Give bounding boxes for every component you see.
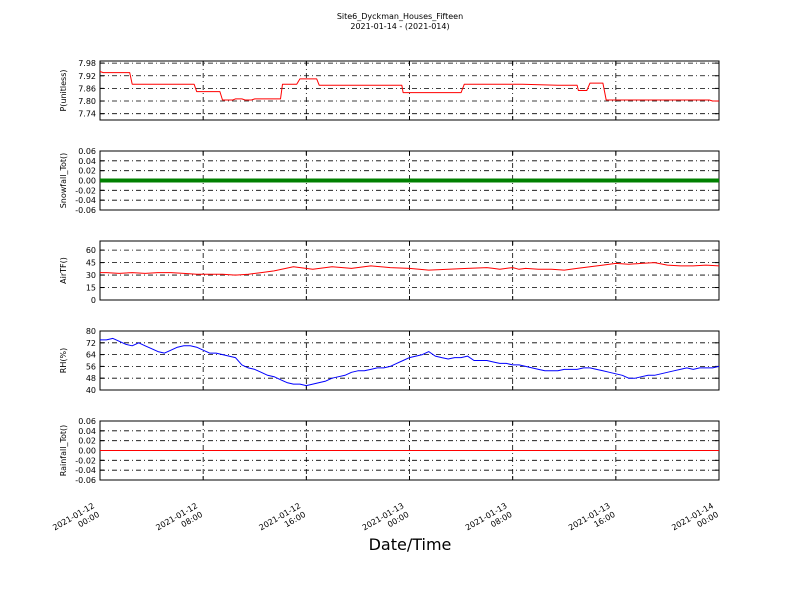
subplot-1: 7.98 7.92 7.86 7.80 7.74 P(unitless) (59, 59, 720, 121)
subplot-4: 80 72 64 56 48 40 RH(%) (59, 327, 720, 395)
y-tick-label: 15 (86, 284, 96, 293)
y-tick-label: 0.00 (78, 177, 96, 186)
x-tick-label: 2021-01-1400:00 (670, 501, 720, 541)
y-tick-label: 48 (86, 374, 96, 383)
series-line (100, 262, 720, 276)
y-axis-label: RH(%) (59, 348, 68, 373)
x-tick-label: 2021-01-1316:00 (567, 501, 617, 541)
x-tick-label: 2021-01-1308:00 (464, 501, 514, 541)
series-line (100, 337, 720, 387)
y-tick-label: 64 (86, 351, 96, 360)
y-tick-label: 7.98 (78, 59, 96, 68)
y-tick-label: 45 (86, 259, 96, 268)
y-tick-label: 0 (91, 296, 96, 305)
subplot-3: 60 45 30 15 0 AirTF() (59, 240, 720, 305)
y-tick-label: 40 (86, 386, 96, 395)
y-tick-label: 72 (86, 339, 96, 348)
chart-title: Site6_Dyckman_Houses_Fifteen (337, 12, 463, 21)
series-line (99, 71, 719, 102)
y-tick-label: 7.80 (78, 97, 96, 106)
y-tick-label: 80 (86, 327, 96, 336)
y-tick-label: 0.02 (78, 437, 96, 446)
y-tick-label: -0.02 (75, 456, 96, 465)
x-axis-label: Date/Time (369, 535, 452, 554)
y-tick-label: -0.04 (75, 196, 96, 205)
y-tick-label: 7.86 (78, 84, 96, 93)
x-tick-label: 2021-01-1216:00 (258, 501, 308, 541)
y-tick-label: 0.06 (78, 417, 96, 426)
y-tick-label: -0.06 (75, 476, 96, 485)
subplot-2: 0.060.040.020.00-0.02-0.04-0.06 Snowfall_… (59, 147, 720, 215)
subplot-5: 0.060.040.020.00-0.02-0.04-0.06 Rainfall_… (59, 417, 720, 485)
y-axis-label: Rainfall_Tot() (59, 425, 68, 477)
chart-subtitle: 2021-01-14 - (2021-014) (350, 22, 449, 31)
y-tick-label: 7.74 (78, 110, 96, 119)
y-axis-label: Snowfall_Tot() (59, 153, 68, 209)
y-tick-label: -0.02 (75, 186, 96, 195)
y-tick-label: -0.04 (75, 466, 96, 475)
y-tick-label: 7.92 (78, 72, 96, 81)
y-tick-label: 56 (86, 362, 96, 371)
y-axis-label: P(unitless) (59, 69, 68, 111)
x-tick-label: 2021-01-1208:00 (154, 501, 204, 541)
subplots: 7.987.927.867.807.74P(unitless)0.060.040… (59, 59, 720, 485)
y-axis-label: AirTF() (59, 257, 68, 284)
x-tick-label: 2021-01-1200:00 (51, 501, 101, 541)
y-tick-label: 0.04 (78, 157, 96, 166)
y-tick-label: 0.06 (78, 147, 96, 156)
y-tick-label: -0.06 (75, 206, 96, 215)
y-tick-label: 0.00 (78, 447, 96, 456)
y-tick-label: 0.04 (78, 427, 96, 436)
y-tick-label: 0.02 (78, 167, 96, 176)
y-tick-label: 30 (86, 271, 96, 280)
y-tick-label: 60 (86, 246, 96, 255)
